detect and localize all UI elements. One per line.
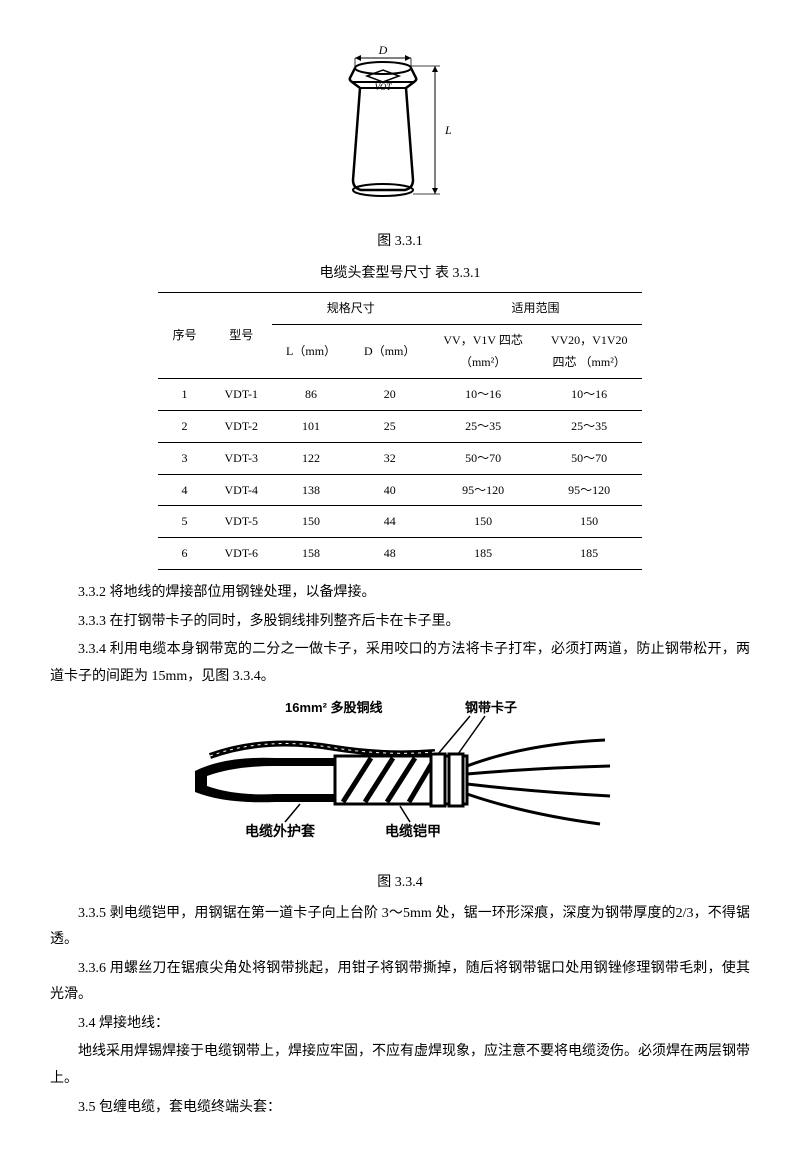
figure-334-svg: 16mm² 多股铜线 钢带卡子 电缆外护套 电缆铠甲 [185,696,615,851]
figure-331-svg: VOT D L [305,40,495,210]
th-model: 型号 [210,292,272,378]
p-334: 3.3.4 利用电缆本身钢带宽的二分之一做卡子，采用咬口的方法将卡子打牢，必须打… [50,637,750,690]
table-cell: 32 [350,442,429,474]
table-cell: 158 [272,538,350,570]
table-cell: 25～35 [429,410,536,442]
table-cell: VDT-5 [210,506,272,538]
table-cell: VDT-4 [210,474,272,506]
table-cell: 25 [350,410,429,442]
p-35: 3.5 包缠电缆，套电缆终端头套： [50,1095,750,1122]
table-cell: 2 [158,410,210,442]
table-row: 3VDT-31223250～7050～70 [158,442,641,474]
p-333: 3.3.3 在打钢带卡子的同时，多股铜线排列整齐后卡在卡子里。 [50,609,750,636]
table-row: 6VDT-615848185185 [158,538,641,570]
table-cell: VDT-1 [210,379,272,411]
table-cell: VDT-2 [210,410,272,442]
table-cell: 138 [272,474,350,506]
table-cell: 95～120 [537,474,642,506]
table-row: 1VDT-1862010～1610～16 [158,379,641,411]
table-cell: 3 [158,442,210,474]
table-cell: 20 [350,379,429,411]
table-row: 4VDT-41384095～12095～120 [158,474,641,506]
table-cell: 150 [429,506,536,538]
th-d: D（mm） [350,324,429,379]
fig1-l: L [444,123,452,137]
table-cell: 48 [350,538,429,570]
p-336: 3.3.6 用螺丝刀在锯痕尖角处将钢带挑起，用钳子将钢带撕掉，随后将钢带锯口处用… [50,956,750,1009]
table-cell: 6 [158,538,210,570]
table-cell: 150 [272,506,350,538]
fig1-vot: VOT [375,82,393,92]
p-34b: 地线采用焊锡焊接于电缆钢带上，焊接应牢固，不应有虚焊现象，应注意不要将电缆烫伤。… [50,1039,750,1092]
th-scope: 适用范围 [429,292,641,324]
table-cell: 10～16 [537,379,642,411]
fig2-label2: 钢带卡子 [465,700,517,715]
table-cell: 101 [272,410,350,442]
table-331: 序号 型号 规格尺寸 适用范围 L（mm） D（mm） VV，V1V 四芯（mm… [158,292,641,570]
table-cell: 95～120 [429,474,536,506]
th-seq: 序号 [158,292,210,378]
table-cell: 40 [350,474,429,506]
table-cell: 185 [537,538,642,570]
figure-331: VOT D L [50,40,750,221]
table-cell: 5 [158,506,210,538]
table-cell: 1 [158,379,210,411]
table-cell: VDT-6 [210,538,272,570]
th-s2: VV20，V1V20四芯 （mm²） [537,324,642,379]
table-cell: 150 [537,506,642,538]
fig2-label3: 电缆外护套 [245,823,315,840]
th-spec: 规格尺寸 [272,292,429,324]
table-row: 2VDT-21012525～3525～35 [158,410,641,442]
figure-334-caption: 图 3.3.4 [50,870,750,897]
table-cell: 50～70 [537,442,642,474]
fig2-label1: 16mm² 多股铜线 [285,700,383,715]
figure-331-caption: 图 3.3.1 [50,229,750,256]
fig2-label4: 电缆铠甲 [385,823,441,840]
table-cell: 185 [429,538,536,570]
table-cell: VDT-3 [210,442,272,474]
p-335: 3.3.5 剥电缆铠甲，用钢锯在第一道卡子向上台阶 3～5mm 处，锯一环形深痕… [50,901,750,954]
p-332: 3.3.2 将地线的焊接部位用钢锉处理，以备焊接。 [50,580,750,607]
p-34: 3.4 焊接地线： [50,1011,750,1038]
table-cell: 10～16 [429,379,536,411]
table-row: 5VDT-515044150150 [158,506,641,538]
fig1-d: D [378,43,388,57]
th-l: L（mm） [272,324,350,379]
table-cell: 122 [272,442,350,474]
table-cell: 44 [350,506,429,538]
table-331-title: 电缆头套型号尺寸 表 3.3.1 [50,261,750,288]
table-cell: 86 [272,379,350,411]
table-cell: 25～35 [537,410,642,442]
th-s1: VV，V1V 四芯（mm²） [429,324,536,379]
figure-334: 16mm² 多股铜线 钢带卡子 电缆外护套 电缆铠甲 [50,696,750,862]
table-cell: 4 [158,474,210,506]
table-cell: 50～70 [429,442,536,474]
